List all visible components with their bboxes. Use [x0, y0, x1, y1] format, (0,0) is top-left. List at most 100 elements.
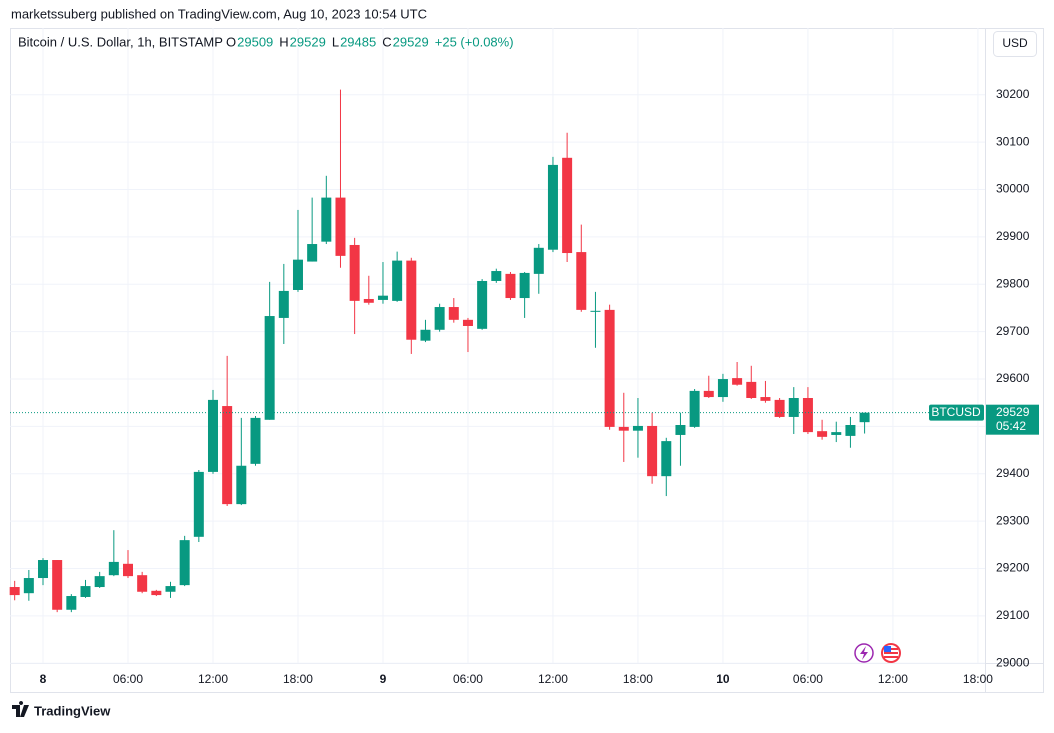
- candle-body: [604, 309, 615, 427]
- candle-body: [278, 290, 289, 318]
- candle-body: [661, 441, 672, 477]
- candle-body: [859, 412, 870, 423]
- x-tick-label: 9: [380, 672, 387, 686]
- y-tick-label: 29600: [996, 371, 1030, 385]
- legend-value: 29509: [237, 34, 273, 49]
- candle-body: [9, 587, 20, 596]
- candle-body: [420, 329, 431, 341]
- x-tick-label: 12:00: [538, 672, 568, 686]
- candle-body: [505, 273, 516, 299]
- candle-body: [108, 561, 119, 576]
- candle-body: [845, 425, 856, 436]
- candle-body: [689, 390, 700, 427]
- candle-body: [632, 425, 643, 431]
- x-tick-label: 06:00: [793, 672, 823, 686]
- candle-body: [774, 399, 785, 417]
- x-tick-label: 8: [40, 672, 47, 686]
- legend-key: O: [226, 34, 236, 49]
- currency[interactable]: USD: [1002, 36, 1028, 50]
- candle-body: [760, 397, 771, 401]
- candle-body: [165, 586, 176, 592]
- candle-body: [23, 578, 34, 594]
- price-tag: [986, 404, 1039, 435]
- candle-body: [590, 310, 601, 312]
- candle-body: [363, 298, 374, 303]
- candle-body: [222, 406, 233, 505]
- candle-body: [647, 425, 658, 477]
- candle-body: [717, 379, 728, 398]
- y-tick-label: 29300: [996, 513, 1030, 527]
- candle-body: [547, 164, 558, 250]
- candle-body: [236, 465, 247, 505]
- brand: TradingView: [34, 703, 111, 718]
- candle-body: [434, 307, 445, 330]
- candle-body: [788, 397, 799, 417]
- candle-body: [746, 381, 757, 398]
- candle-body: [406, 260, 417, 340]
- y-tick-label: 29800: [996, 276, 1030, 290]
- candle-body: [519, 272, 530, 299]
- x-tick-label: 10: [716, 672, 730, 686]
- candle-body: [292, 259, 303, 290]
- candle-body: [448, 307, 459, 320]
- candle-body: [831, 432, 842, 435]
- candle-body: [122, 563, 133, 577]
- x-tick-label: 12:00: [198, 672, 228, 686]
- y-tick-label: 30000: [996, 182, 1030, 196]
- chart-frame: [10, 28, 1044, 693]
- candle-body: [703, 390, 714, 398]
- currency-button[interactable]: [993, 31, 1037, 57]
- legend-change: +25 (+0.08%): [435, 34, 514, 49]
- candle-body: [349, 244, 360, 301]
- candle-body: [321, 197, 332, 242]
- symbol-tag: [929, 404, 984, 421]
- symbol-title: Bitcoin / U.S. Dollar, 1h, BITSTAMP: [18, 34, 223, 49]
- candle-body: [207, 399, 218, 472]
- candle-body: [802, 397, 813, 433]
- candle-body: [377, 295, 388, 300]
- candle-body: [137, 575, 148, 592]
- candle-body: [462, 319, 473, 326]
- y-tick-label: 29400: [996, 466, 1030, 480]
- y-tick-label: 29900: [996, 229, 1030, 243]
- candle-body: [151, 590, 162, 596]
- candle-body: [576, 252, 587, 310]
- legend-key: C: [382, 34, 391, 49]
- candle-body: [618, 426, 629, 431]
- candle-body: [491, 271, 502, 281]
- candle-body: [250, 417, 261, 464]
- candle-body: [179, 540, 190, 586]
- y-tick-label: 29200: [996, 561, 1030, 575]
- x-tick-label: 18:00: [623, 672, 653, 686]
- candle-body: [264, 316, 275, 420]
- candle-body: [817, 431, 828, 437]
- y-tick-label: 30100: [996, 134, 1030, 148]
- legend-value: 29529: [393, 34, 429, 49]
- candle-body: [335, 197, 346, 256]
- candle-body: [80, 586, 91, 597]
- y-tick-label: 30200: [996, 87, 1030, 101]
- x-tick-label: 06:00: [113, 672, 143, 686]
- legend-value: 29485: [340, 34, 376, 49]
- symbol-tag-label: BTCUSD: [931, 405, 981, 419]
- countdown: 05:42: [996, 419, 1026, 433]
- x-tick-label: 18:00: [963, 672, 993, 686]
- price-tag-value: 29529: [996, 405, 1030, 419]
- candle-body: [562, 157, 573, 254]
- legend-value: 29529: [290, 34, 326, 49]
- candle-body: [533, 247, 544, 274]
- candle-body: [193, 471, 204, 537]
- legend-key: H: [279, 34, 288, 49]
- candle-body: [94, 576, 105, 588]
- candle-body: [392, 260, 403, 301]
- legend-key: L: [332, 34, 339, 49]
- x-tick-label: 12:00: [878, 672, 908, 686]
- candle-body: [675, 425, 686, 435]
- x-tick-label: 06:00: [453, 672, 483, 686]
- candle-body: [52, 560, 63, 610]
- candle-body: [477, 280, 488, 329]
- y-tick-label: 29000: [996, 655, 1030, 669]
- x-tick-label: 18:00: [283, 672, 313, 686]
